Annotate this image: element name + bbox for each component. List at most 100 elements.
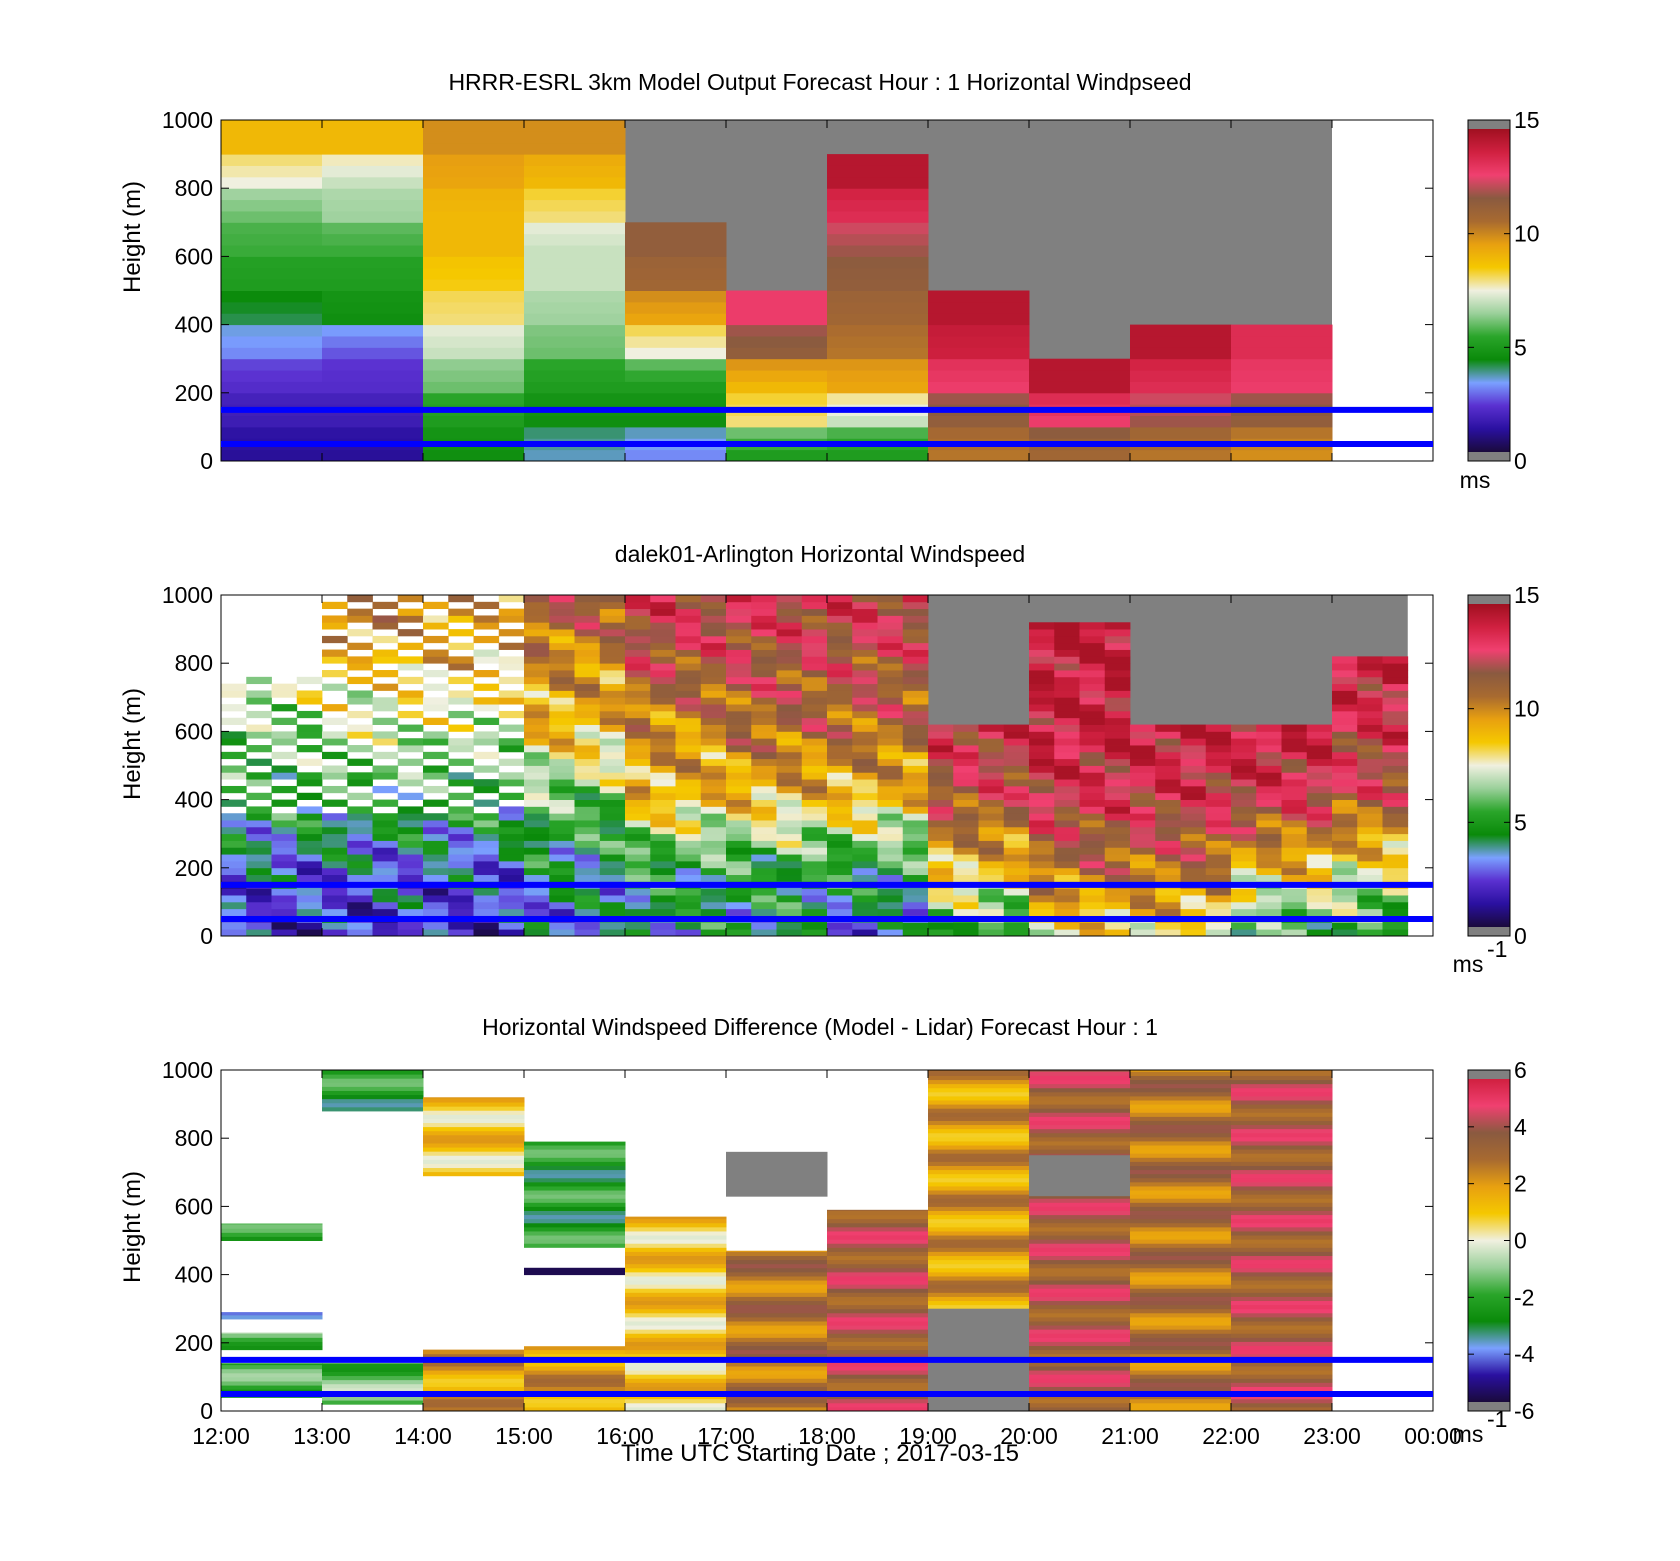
heatmap-cell [221,290,323,303]
heatmap-cell [1231,1402,1333,1408]
heatmap-cell [1054,813,1080,821]
heatmap-cell [1029,779,1055,787]
heatmap-cell [675,854,702,862]
heatmap-cell [524,663,550,671]
heatmap-cell [372,929,399,937]
heatmap-cell [423,267,525,280]
heatmap-cell [322,820,348,828]
heatmap-cell [599,867,626,876]
heatmap-cell [1332,833,1358,841]
heatmap-cell [1306,772,1333,780]
heatmap-cell [726,1151,828,1156]
heatmap-cell [625,642,651,650]
heatmap-cell [928,1235,1030,1240]
heatmap-cell [852,847,878,855]
heatmap-cell [296,833,323,841]
heatmap-cell [1079,854,1106,862]
heatmap-cell [1003,724,1030,732]
heatmap-cell [1231,820,1257,828]
heatmap-cell [448,929,474,937]
heatmap-cell [271,922,298,930]
heatmap-cell [625,381,727,394]
heatmap-cell [726,738,752,746]
heatmap-cell [928,922,954,930]
heatmap-cell [372,908,399,916]
heatmap-cell [1205,745,1232,753]
heatmap-cell [1231,1251,1333,1257]
heatmap-cell [1281,813,1308,821]
heatmap-cell [801,792,828,800]
heatmap-cell [498,840,525,848]
y-tick-label: 400 [175,312,213,338]
heatmap-cell [1256,929,1282,937]
heatmap-cell [574,813,601,821]
heatmap-cell [1029,710,1055,719]
heatmap-cell [1231,1398,1333,1404]
heatmap-cell [801,676,828,685]
heatmap-cell [1155,779,1181,787]
heatmap-cell [397,690,424,698]
heatmap-cell [322,615,348,623]
heatmap-cell [473,813,500,821]
heatmap-cell [549,908,575,916]
heatmap-cell [650,833,676,841]
heatmap-cell [1130,1243,1232,1248]
heatmap-cell [1079,779,1106,787]
heatmap-cell [1382,874,1409,882]
heatmap-cell [625,335,727,348]
heatmap-cell [1155,731,1181,739]
heatmap-cell [1357,704,1383,712]
heatmap-cell [625,1247,727,1252]
heatmap-cell [473,908,500,916]
heatmap-cell [726,690,752,698]
heatmap-cell [801,779,828,787]
heatmap-cell [625,1325,727,1330]
heatmap-cell [1054,704,1080,712]
heatmap-cell [549,710,575,719]
heatmap-cell [1054,772,1080,780]
heatmap-cell [322,1363,424,1368]
heatmap-cell [1029,922,1055,930]
heatmap-cell [246,901,272,910]
heatmap-cell [625,1361,727,1367]
heatmap-cell [902,888,929,896]
x-tick-label: 15:00 [495,1423,553,1449]
heatmap-cell [801,799,828,807]
heatmap-cell [726,874,752,882]
heatmap-cell [852,779,878,787]
heatmap-cell [1205,901,1232,910]
heatmap-cell [423,233,525,246]
heatmap-cell [877,629,904,637]
heatmap-cell [322,245,424,257]
heatmap-cell [372,833,399,841]
heatmap-cell [625,670,651,678]
heatmap-cell [1382,820,1409,828]
heatmap-cell [397,629,424,637]
heatmap-cell [423,697,449,705]
heatmap-cell [524,347,626,360]
heatmap-cell [1332,895,1358,903]
heatmap-cell [524,1169,626,1175]
heatmap-cell [625,1329,727,1334]
heatmap-cell [625,1218,727,1224]
heatmap-cell [852,731,878,739]
heatmap-cell [221,324,323,337]
heatmap-cell [801,670,828,678]
colorbar-gradient [1468,129,1510,452]
heatmap-cell [726,1365,828,1371]
heatmap-cell [322,1090,424,1096]
heatmap-cell [1104,765,1131,773]
heatmap-cell [1130,1194,1232,1199]
heatmap-cell [928,1157,1030,1162]
heatmap-cell [726,415,828,428]
heatmap-cell [726,1179,828,1185]
heatmap-cell [877,813,904,821]
heatmap-cell [827,1308,929,1314]
heatmap-cell [1231,908,1257,916]
heatmap-cell [524,731,550,739]
heatmap-cell [1256,806,1282,814]
heatmap-cell [322,854,348,862]
heatmap-cell [347,908,373,916]
heatmap-cell [902,629,929,637]
heatmap-cell [1382,785,1409,794]
